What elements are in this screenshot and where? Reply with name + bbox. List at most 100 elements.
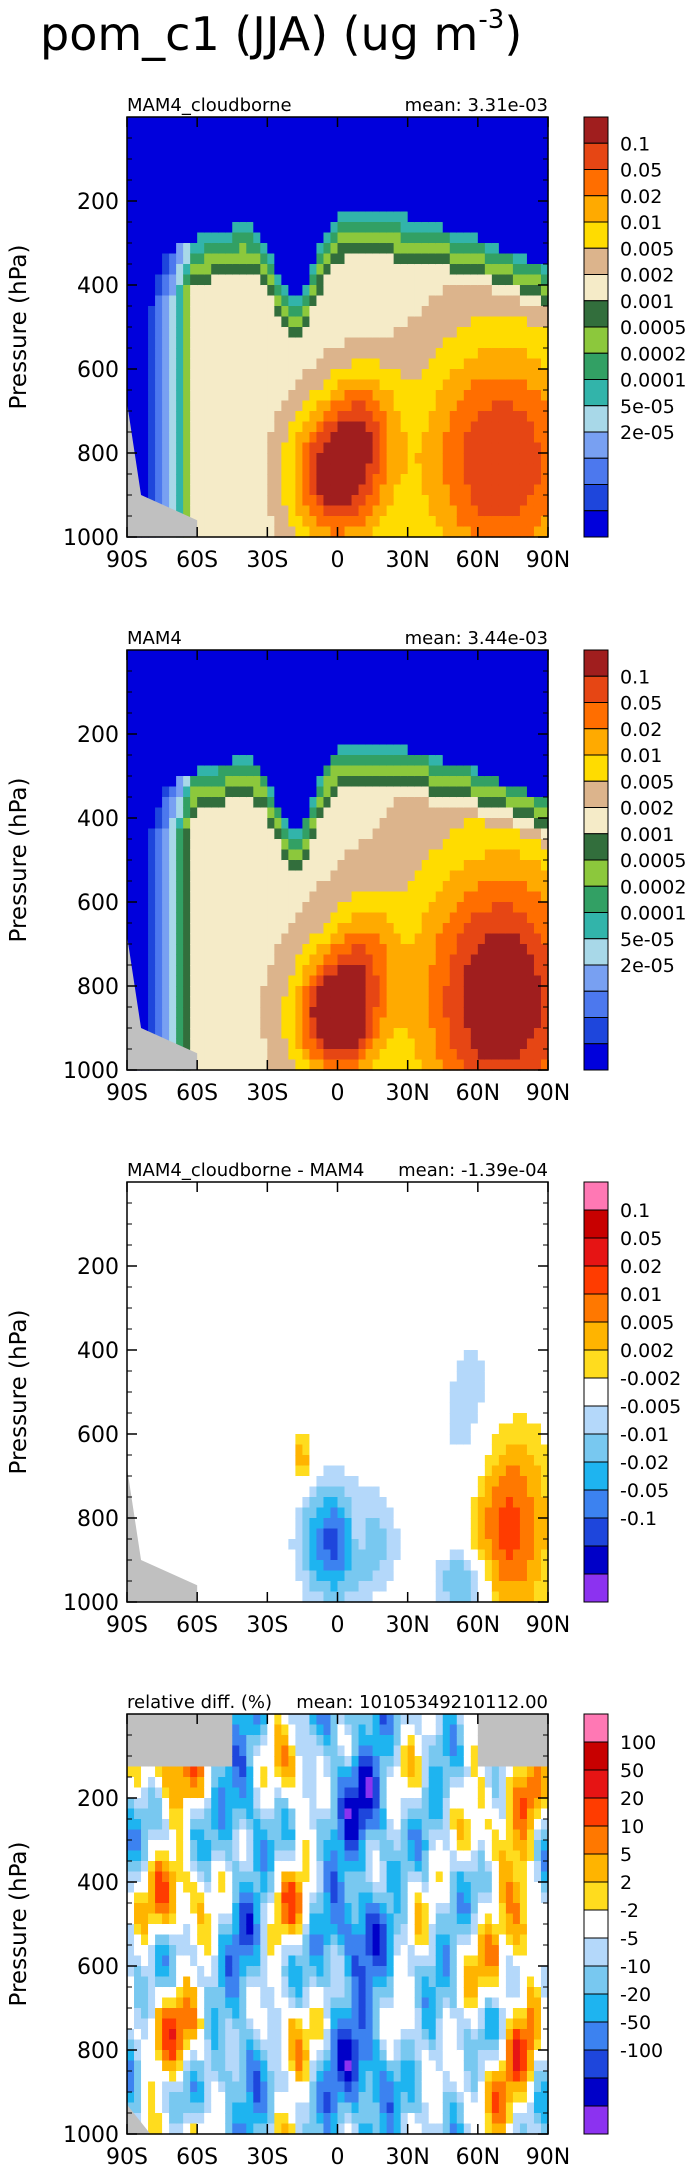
heatmap-cell — [204, 923, 212, 935]
heatmap-cell — [176, 327, 184, 339]
heatmap-cell — [442, 222, 451, 234]
colorbar-label: 0.05 — [620, 160, 662, 182]
heatmap-cell — [372, 818, 381, 830]
heatmap-cell — [169, 755, 177, 767]
heatmap-cell — [393, 127, 402, 139]
heatmap-cell — [127, 138, 135, 150]
heatmap-cell — [309, 138, 318, 150]
heatmap-cell — [267, 828, 275, 840]
heatmap-cell — [456, 1059, 465, 1071]
heatmap-cell — [218, 190, 226, 202]
heatmap-cell — [337, 849, 346, 861]
heatmap-cell — [274, 264, 282, 276]
heatmap-cell — [260, 190, 268, 202]
heatmap-cell — [267, 818, 275, 830]
heatmap-cell — [372, 986, 381, 998]
heatmap-cell — [239, 148, 247, 160]
heatmap-cell — [190, 713, 198, 725]
heatmap-cell — [330, 881, 339, 893]
heatmap-cell — [190, 1038, 198, 1050]
heatmap-cell — [330, 243, 339, 255]
heatmap-cell — [225, 702, 233, 714]
heatmap-cell — [407, 1049, 416, 1061]
heatmap-cell — [386, 650, 395, 662]
heatmap-cell — [400, 660, 409, 672]
heatmap-cell — [372, 765, 381, 777]
heatmap-cell — [211, 902, 219, 914]
heatmap-cell — [239, 902, 247, 914]
heatmap-cell — [253, 463, 261, 475]
heatmap-cell — [477, 965, 486, 977]
heatmap-cell — [428, 870, 437, 882]
heatmap-cell — [246, 891, 254, 903]
heatmap-cell — [267, 285, 275, 297]
heatmap-cell — [379, 495, 388, 507]
heatmap-cell — [239, 253, 247, 265]
heatmap-cell — [386, 1017, 395, 1029]
heatmap-cell — [351, 996, 360, 1008]
heatmap-cell — [414, 117, 423, 129]
heatmap-cell — [309, 1007, 318, 1019]
heatmap-cell — [253, 211, 261, 223]
heatmap-cell — [533, 358, 542, 370]
heatmap-cell — [302, 975, 311, 987]
heatmap-cell — [337, 159, 346, 171]
heatmap-cell — [470, 421, 479, 433]
heatmap-cell — [344, 358, 353, 370]
heatmap-cell — [491, 1059, 500, 1071]
heatmap-cell — [204, 996, 212, 1008]
heatmap-cell — [463, 975, 472, 987]
heatmap-cell — [225, 526, 233, 538]
heatmap-cell — [470, 138, 479, 150]
heatmap-cell — [449, 713, 458, 725]
heatmap-cell — [519, 148, 528, 160]
heatmap-cell — [232, 839, 240, 851]
heatmap-cell — [393, 211, 402, 223]
heatmap-cell — [379, 923, 388, 935]
heatmap-cell — [155, 316, 163, 328]
heatmap-cell — [211, 295, 219, 307]
heatmap-cell — [253, 337, 261, 349]
heatmap-cell — [302, 348, 311, 360]
heatmap-cell — [386, 159, 395, 171]
heatmap-cell — [162, 243, 170, 255]
heatmap-cell — [148, 849, 156, 861]
heatmap-cell — [155, 923, 163, 935]
heatmap-cell — [253, 379, 261, 391]
heatmap-cell — [393, 797, 402, 809]
heatmap-cell — [225, 807, 233, 819]
heatmap-cell — [323, 358, 332, 370]
heatmap-cell — [414, 881, 423, 893]
heatmap-cell — [141, 660, 149, 672]
colorbar-swatch — [583, 352, 609, 380]
heatmap-cell — [463, 681, 472, 693]
heatmap-cell — [533, 870, 542, 882]
heatmap-cell — [169, 797, 177, 809]
heatmap-cell — [218, 734, 226, 746]
heatmap-cell — [274, 505, 282, 517]
heatmap-cell — [407, 463, 416, 475]
heatmap-cell — [246, 776, 254, 788]
heatmap-cell — [414, 755, 423, 767]
heatmap-cell — [316, 1038, 325, 1050]
heatmap-cell — [386, 421, 395, 433]
heatmap-cell — [218, 713, 226, 725]
heatmap-cell — [505, 744, 514, 756]
heatmap-cell — [498, 159, 507, 171]
heatmap-cell — [239, 1007, 247, 1019]
heatmap-cell — [134, 986, 142, 998]
heatmap-cell — [267, 411, 275, 423]
heatmap-cell — [197, 327, 205, 339]
heatmap-cell — [183, 495, 191, 507]
heatmap-cell — [505, 327, 514, 339]
heatmap-cell — [484, 902, 493, 914]
heatmap-cell — [540, 474, 549, 486]
heatmap-cell — [274, 734, 282, 746]
heatmap-cell — [204, 421, 212, 433]
heatmap-cell — [295, 411, 304, 423]
heatmap-cell — [232, 463, 240, 475]
heatmap-cell — [225, 211, 233, 223]
heatmap-cell — [533, 127, 542, 139]
heatmap-cell — [407, 369, 416, 381]
heatmap-cell — [204, 159, 212, 171]
